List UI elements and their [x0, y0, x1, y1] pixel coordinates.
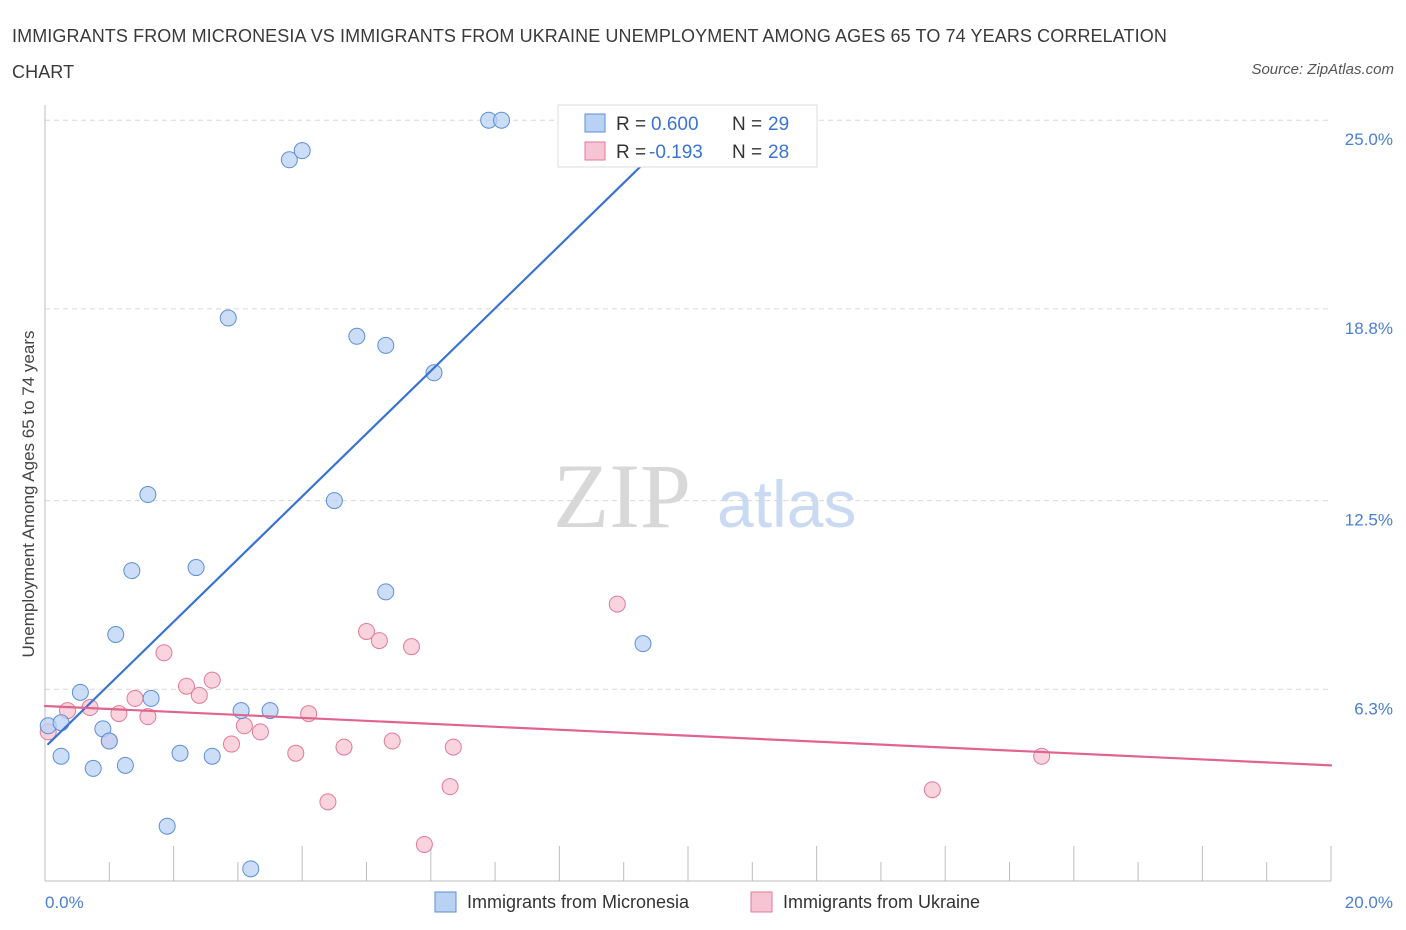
- point-ukraine: [126, 689, 144, 707]
- point-micronesia: [100, 732, 118, 750]
- trend-line-ukraine: [43, 704, 1333, 767]
- legend-r-value-ukraine: -0.193: [649, 142, 703, 163]
- bottom-legend-label-micronesia: Immigrants from Micronesia: [467, 892, 690, 912]
- y-tick-label: 6.3%: [1354, 699, 1393, 718]
- point-ukraine: [177, 677, 195, 695]
- series-micronesia-points: [39, 111, 652, 878]
- point-micronesia: [52, 714, 70, 732]
- point-micronesia: [142, 689, 160, 707]
- chart-source: Source: ZipAtlas.com: [1251, 61, 1394, 78]
- bottom-legend-label-ukraine: Immigrants from Ukraine: [783, 892, 980, 912]
- y-tick-label: 12.5%: [1345, 511, 1393, 530]
- point-micronesia: [242, 860, 260, 878]
- trend-lines: [43, 119, 1333, 767]
- watermark-zip: ZIP: [553, 445, 691, 547]
- point-micronesia: [634, 635, 652, 653]
- y-tick-labels: 6.3% 12.5% 18.8% 25.0%: [1345, 130, 1393, 718]
- point-ukraine: [287, 744, 305, 762]
- point-ukraine: [190, 686, 208, 704]
- point-ukraine: [1033, 747, 1051, 765]
- point-micronesia: [187, 559, 205, 577]
- point-micronesia: [171, 744, 189, 762]
- legend-r-label-ukraine: R =: [616, 142, 646, 163]
- y-tick-label: 18.8%: [1345, 319, 1393, 338]
- point-micronesia: [158, 817, 176, 835]
- legend-r-label-micronesia: R =: [616, 114, 646, 135]
- point-micronesia: [84, 759, 102, 777]
- point-ukraine: [222, 735, 240, 753]
- point-ukraine: [139, 708, 157, 726]
- y-tick-label: 25.0%: [1345, 130, 1393, 149]
- point-ukraine: [370, 632, 388, 650]
- point-micronesia: [425, 364, 443, 382]
- series-ukraine-points: [39, 595, 1051, 853]
- point-ukraine: [403, 638, 421, 656]
- point-ukraine: [923, 781, 941, 799]
- top-legend: R = 0.600 N = 29 R = -0.193 N = 28: [557, 104, 818, 168]
- y-axis-label: Unemployment Among Ages 65 to 74 years: [19, 331, 38, 658]
- bottom-legend-swatch-ukraine: [750, 891, 773, 913]
- bottom-legend-swatch-micronesia: [434, 891, 457, 913]
- legend-swatch-micronesia: [584, 113, 606, 133]
- x-tick-label-min: 0.0%: [45, 893, 84, 912]
- point-micronesia: [261, 702, 279, 720]
- point-micronesia: [293, 142, 311, 160]
- point-ukraine: [251, 723, 269, 741]
- point-ukraine: [335, 738, 353, 756]
- point-ukraine: [415, 835, 433, 853]
- legend-n-value-ukraine: 28: [768, 142, 789, 163]
- point-micronesia: [123, 562, 141, 580]
- point-ukraine: [235, 717, 253, 735]
- legend-r-value-micronesia: 0.600: [651, 114, 699, 135]
- point-micronesia: [107, 626, 125, 644]
- point-ukraine: [155, 644, 173, 662]
- point-ukraine: [608, 595, 626, 613]
- bottom-legend: Immigrants from Micronesia Immigrants fr…: [434, 891, 980, 913]
- point-ukraine: [441, 778, 459, 796]
- watermark-atlas: atlas: [717, 467, 856, 541]
- legend-swatch-ukraine: [584, 141, 606, 161]
- trend-line-micronesia: [47, 119, 690, 746]
- point-micronesia: [203, 747, 221, 765]
- point-micronesia: [377, 336, 395, 354]
- point-ukraine: [383, 732, 401, 750]
- x-tick-label-max: 20.0%: [1345, 893, 1393, 912]
- point-micronesia: [280, 151, 298, 169]
- point-micronesia: [116, 756, 134, 774]
- legend-n-label-micronesia: N =: [732, 114, 762, 135]
- axis-layer: [44, 105, 1332, 882]
- point-ukraine: [319, 793, 337, 811]
- point-micronesia: [219, 309, 237, 327]
- legend-n-value-micronesia: 29: [768, 114, 789, 135]
- point-micronesia: [139, 486, 157, 504]
- chart-title: IMMIGRANTS FROM MICRONESIA VS IMMIGRANTS…: [12, 26, 1167, 82]
- point-micronesia: [377, 583, 395, 601]
- point-ukraine: [444, 738, 462, 756]
- point-micronesia: [493, 111, 511, 129]
- point-micronesia: [325, 492, 343, 510]
- point-micronesia: [348, 327, 366, 345]
- point-micronesia: [71, 683, 89, 701]
- point-ukraine: [203, 671, 221, 689]
- legend-n-label-ukraine: N =: [732, 142, 762, 163]
- grid-layer: [45, 119, 1331, 690]
- point-micronesia: [52, 747, 70, 765]
- point-ukraine: [358, 622, 375, 640]
- point-ukraine: [110, 705, 128, 723]
